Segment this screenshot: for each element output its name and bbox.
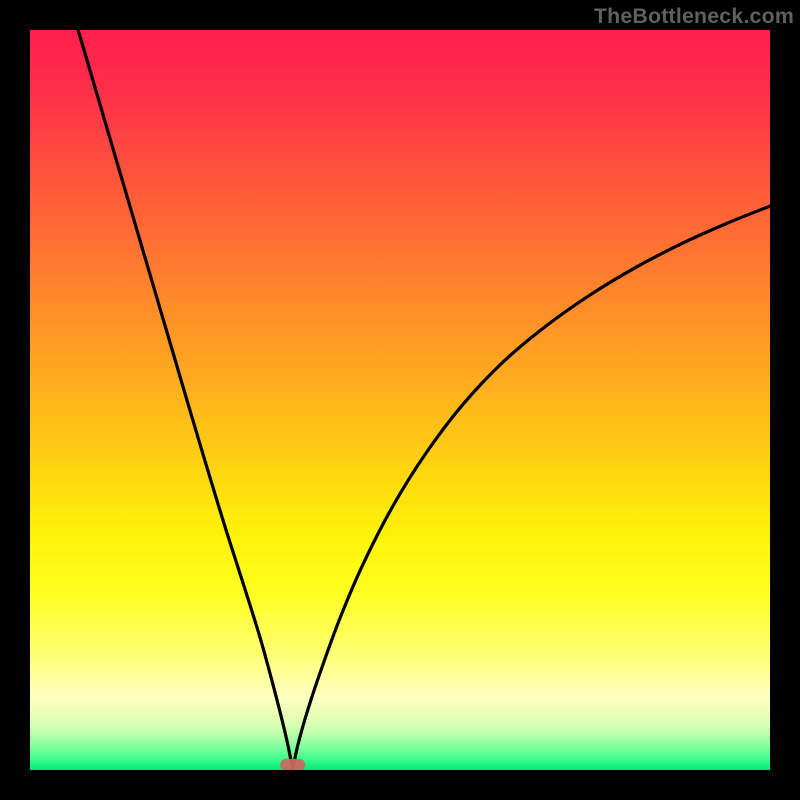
chart-frame: TheBottleneck.com bbox=[0, 0, 800, 800]
plot-area bbox=[30, 30, 770, 770]
minimum-marker bbox=[280, 759, 305, 770]
bottleneck-curve bbox=[30, 30, 770, 770]
watermark-text: TheBottleneck.com bbox=[594, 4, 794, 29]
